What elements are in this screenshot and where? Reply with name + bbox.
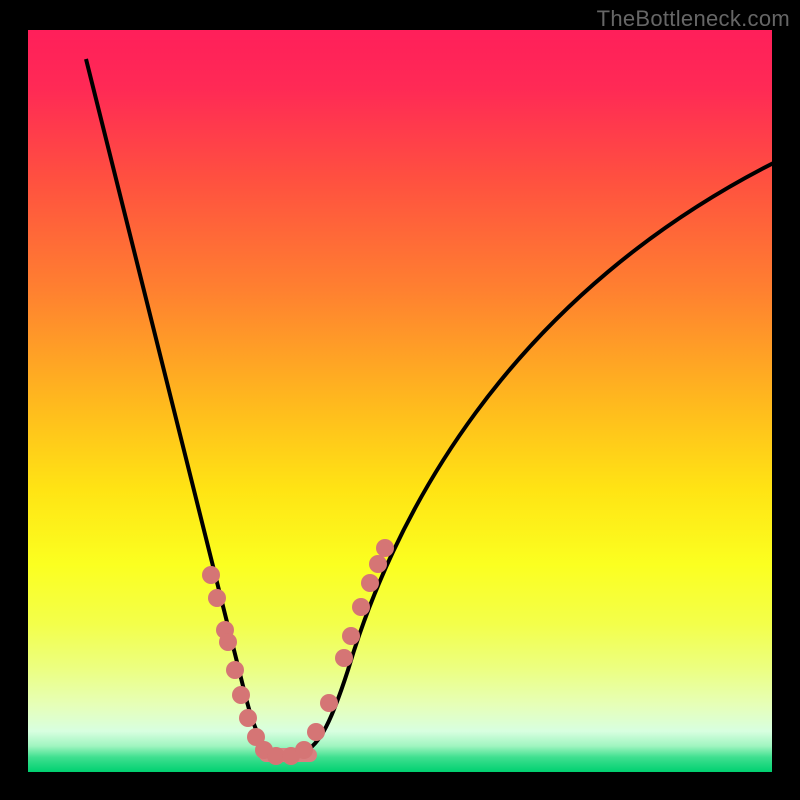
data-point [295,741,313,759]
data-point [352,598,370,616]
data-point [342,627,360,645]
data-point [369,555,387,573]
chart-root: TheBottleneck.com [0,0,800,800]
data-point [219,633,237,651]
chart-svg [28,30,772,772]
data-point [361,574,379,592]
data-point [226,661,244,679]
data-point [202,566,220,584]
data-point [335,649,353,667]
plot-area [28,30,772,772]
data-point [376,539,394,557]
data-point [208,589,226,607]
data-point [232,686,250,704]
data-point [307,723,325,741]
data-point [320,694,338,712]
data-point [239,709,257,727]
watermark-text: TheBottleneck.com [597,6,790,32]
gradient-background [28,30,772,772]
